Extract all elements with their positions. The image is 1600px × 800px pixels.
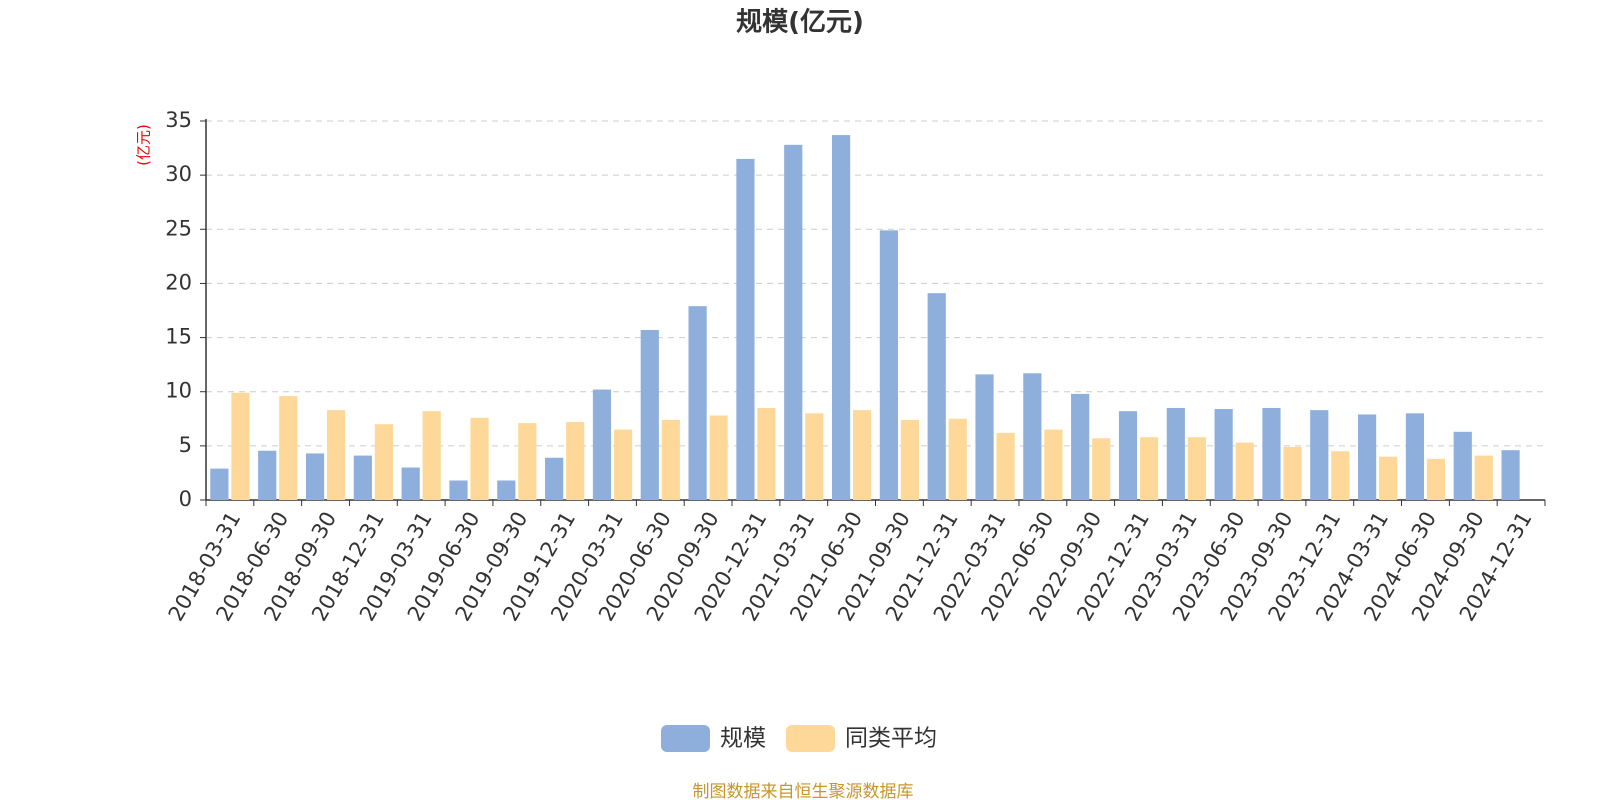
bar <box>784 144 803 500</box>
bar <box>1310 410 1329 500</box>
bar <box>709 415 728 500</box>
bar <box>927 293 946 500</box>
bar <box>449 480 468 500</box>
bar <box>853 410 872 500</box>
bar <box>1501 450 1520 500</box>
y-axis-label: (亿元) <box>135 124 153 166</box>
bar <box>422 411 441 500</box>
bar <box>1187 437 1206 500</box>
bar <box>1118 411 1138 500</box>
bar <box>975 374 994 500</box>
legend-swatch[interactable] <box>661 725 710 752</box>
bar <box>231 392 250 500</box>
bar <box>210 468 229 500</box>
bar <box>688 306 707 500</box>
y-tick-label: 10 <box>165 379 192 403</box>
bar <box>900 419 920 500</box>
bar <box>1283 446 1302 500</box>
bar <box>1453 431 1472 500</box>
y-tick-label: 5 <box>179 433 192 457</box>
bar <box>1139 437 1159 500</box>
legend-label[interactable]: 规模 <box>720 726 766 752</box>
bar <box>305 453 325 500</box>
bar <box>592 389 612 500</box>
bar <box>353 455 372 500</box>
y-tick-label: 35 <box>165 108 192 132</box>
y-tick-label: 15 <box>165 325 192 349</box>
bar <box>1092 438 1111 500</box>
bar <box>1023 373 1042 500</box>
bar <box>1426 458 1446 500</box>
bar <box>566 422 585 500</box>
bar <box>613 429 633 500</box>
bar <box>1331 451 1350 500</box>
bar <box>279 396 298 500</box>
bar <box>401 467 420 500</box>
bar <box>545 457 564 500</box>
bar <box>1071 393 1090 500</box>
bar <box>757 407 776 500</box>
source-note: 制图数据来自恒生聚源数据库 <box>693 782 914 800</box>
bar <box>1379 456 1398 500</box>
bar <box>258 450 277 500</box>
bar <box>805 413 824 500</box>
legend-swatch[interactable] <box>786 725 835 752</box>
bar <box>1235 442 1254 500</box>
y-tick-label: 20 <box>165 270 192 294</box>
bar <box>1044 429 1063 500</box>
bar <box>518 423 537 500</box>
chart-title: 规模(亿元) <box>736 8 864 38</box>
bar <box>1262 407 1281 500</box>
bar <box>948 418 967 500</box>
bar <box>1214 409 1233 500</box>
bar <box>497 480 516 500</box>
bar <box>640 329 659 500</box>
y-tick-label: 25 <box>165 216 192 240</box>
bar <box>470 417 489 500</box>
bar <box>831 135 851 500</box>
bar <box>1405 413 1425 500</box>
y-tick-label: 30 <box>165 162 192 186</box>
y-tick-label: 0 <box>179 487 192 511</box>
bar <box>736 158 755 500</box>
bar <box>1474 455 1493 500</box>
bar <box>996 432 1015 500</box>
bar <box>879 230 898 500</box>
legend-label[interactable]: 同类平均 <box>845 726 937 752</box>
bar <box>374 424 393 500</box>
bar <box>661 419 680 500</box>
bar <box>1166 407 1185 500</box>
bar <box>326 410 346 500</box>
bar <box>1358 414 1377 500</box>
